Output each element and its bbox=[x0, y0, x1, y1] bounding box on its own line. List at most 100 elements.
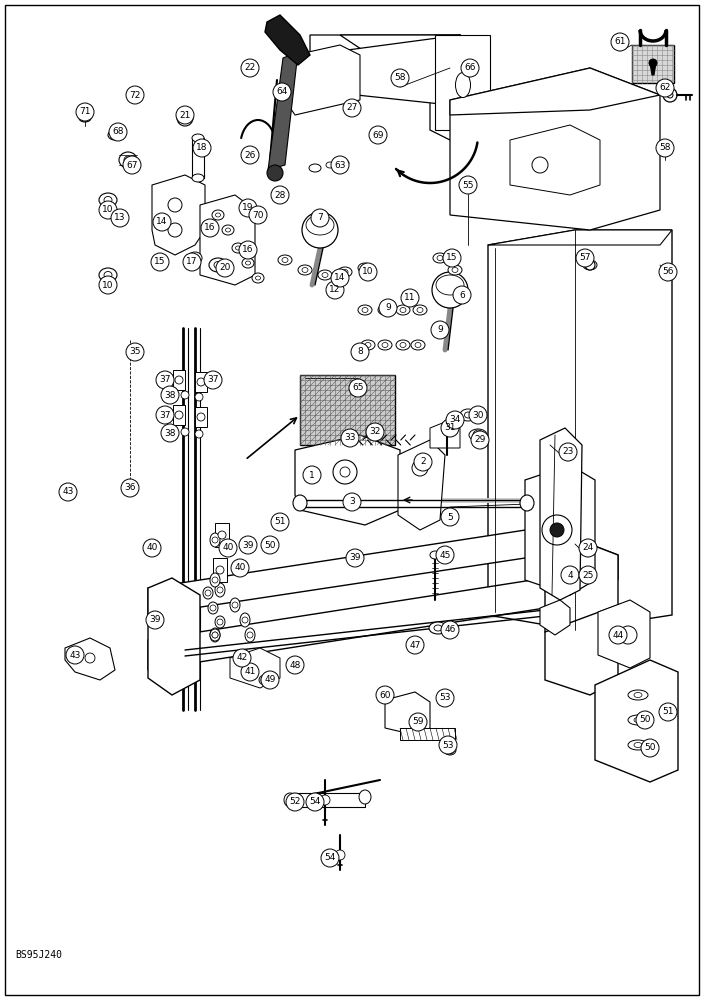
Circle shape bbox=[641, 739, 659, 757]
Circle shape bbox=[193, 139, 211, 157]
Circle shape bbox=[333, 460, 357, 484]
Circle shape bbox=[656, 79, 674, 97]
Ellipse shape bbox=[452, 267, 458, 272]
Circle shape bbox=[217, 587, 223, 593]
Ellipse shape bbox=[278, 255, 292, 265]
Polygon shape bbox=[148, 527, 618, 615]
Circle shape bbox=[216, 566, 224, 574]
Circle shape bbox=[151, 253, 169, 271]
Circle shape bbox=[261, 536, 279, 554]
Text: 55: 55 bbox=[463, 180, 474, 190]
Ellipse shape bbox=[382, 308, 388, 312]
Text: 31: 31 bbox=[444, 424, 455, 432]
Ellipse shape bbox=[79, 114, 91, 122]
Bar bbox=[632, 45, 674, 83]
Text: 37: 37 bbox=[207, 375, 219, 384]
Text: 12: 12 bbox=[329, 286, 341, 294]
Ellipse shape bbox=[583, 260, 597, 270]
Circle shape bbox=[359, 263, 377, 281]
Circle shape bbox=[649, 59, 657, 67]
Polygon shape bbox=[200, 195, 255, 285]
Bar bbox=[400, 728, 455, 740]
Ellipse shape bbox=[129, 91, 135, 99]
Circle shape bbox=[343, 99, 361, 117]
Ellipse shape bbox=[439, 695, 451, 705]
Text: 50: 50 bbox=[264, 540, 276, 550]
Text: 54: 54 bbox=[325, 854, 336, 862]
Text: 37: 37 bbox=[159, 410, 171, 420]
Polygon shape bbox=[545, 605, 618, 695]
Ellipse shape bbox=[215, 583, 225, 597]
Ellipse shape bbox=[209, 258, 227, 272]
Ellipse shape bbox=[628, 715, 648, 725]
Polygon shape bbox=[650, 63, 656, 75]
Circle shape bbox=[218, 531, 226, 539]
Circle shape bbox=[469, 406, 487, 424]
Ellipse shape bbox=[215, 213, 220, 217]
Circle shape bbox=[241, 59, 259, 77]
Text: 4: 4 bbox=[567, 570, 573, 580]
Ellipse shape bbox=[365, 342, 371, 348]
Text: 17: 17 bbox=[187, 257, 198, 266]
Circle shape bbox=[111, 209, 129, 227]
Polygon shape bbox=[152, 175, 205, 255]
Ellipse shape bbox=[318, 270, 332, 280]
Circle shape bbox=[175, 376, 183, 384]
Circle shape bbox=[212, 632, 218, 638]
Polygon shape bbox=[285, 45, 360, 115]
Ellipse shape bbox=[400, 308, 406, 312]
Circle shape bbox=[351, 343, 369, 361]
Circle shape bbox=[349, 379, 367, 397]
Circle shape bbox=[210, 605, 216, 611]
Circle shape bbox=[667, 92, 673, 98]
Polygon shape bbox=[385, 692, 430, 735]
Polygon shape bbox=[265, 15, 310, 65]
Text: 67: 67 bbox=[126, 160, 138, 169]
Polygon shape bbox=[148, 578, 200, 695]
Circle shape bbox=[619, 626, 637, 644]
Circle shape bbox=[175, 411, 183, 419]
Circle shape bbox=[441, 621, 459, 639]
Circle shape bbox=[161, 424, 179, 442]
Circle shape bbox=[461, 59, 479, 77]
Circle shape bbox=[663, 88, 677, 102]
Ellipse shape bbox=[448, 265, 462, 275]
Text: 50: 50 bbox=[639, 716, 650, 724]
Circle shape bbox=[271, 186, 289, 204]
Polygon shape bbox=[488, 230, 672, 245]
Text: 46: 46 bbox=[444, 626, 455, 635]
Circle shape bbox=[441, 508, 459, 526]
Text: 10: 10 bbox=[102, 206, 114, 215]
Text: 13: 13 bbox=[114, 214, 126, 223]
Circle shape bbox=[239, 241, 257, 259]
Circle shape bbox=[204, 371, 222, 389]
Ellipse shape bbox=[210, 629, 220, 641]
Ellipse shape bbox=[460, 409, 476, 421]
Circle shape bbox=[219, 539, 237, 557]
Circle shape bbox=[431, 321, 449, 339]
Text: 53: 53 bbox=[442, 740, 454, 750]
Circle shape bbox=[453, 286, 471, 304]
Ellipse shape bbox=[436, 275, 464, 295]
Ellipse shape bbox=[309, 164, 321, 172]
Text: 36: 36 bbox=[124, 484, 136, 492]
Ellipse shape bbox=[230, 598, 240, 612]
Ellipse shape bbox=[437, 255, 443, 260]
Ellipse shape bbox=[225, 228, 230, 232]
Circle shape bbox=[611, 33, 629, 51]
Circle shape bbox=[271, 513, 289, 531]
Polygon shape bbox=[310, 35, 490, 105]
Ellipse shape bbox=[203, 587, 213, 599]
Ellipse shape bbox=[358, 305, 372, 315]
Circle shape bbox=[59, 483, 77, 501]
Circle shape bbox=[576, 249, 594, 267]
Circle shape bbox=[412, 460, 428, 476]
Ellipse shape bbox=[628, 690, 648, 700]
Circle shape bbox=[242, 617, 248, 623]
Circle shape bbox=[195, 393, 203, 401]
Circle shape bbox=[286, 793, 304, 811]
Text: 66: 66 bbox=[464, 64, 476, 73]
Text: 6: 6 bbox=[459, 290, 465, 300]
Text: 3: 3 bbox=[349, 497, 355, 506]
Circle shape bbox=[366, 423, 384, 441]
